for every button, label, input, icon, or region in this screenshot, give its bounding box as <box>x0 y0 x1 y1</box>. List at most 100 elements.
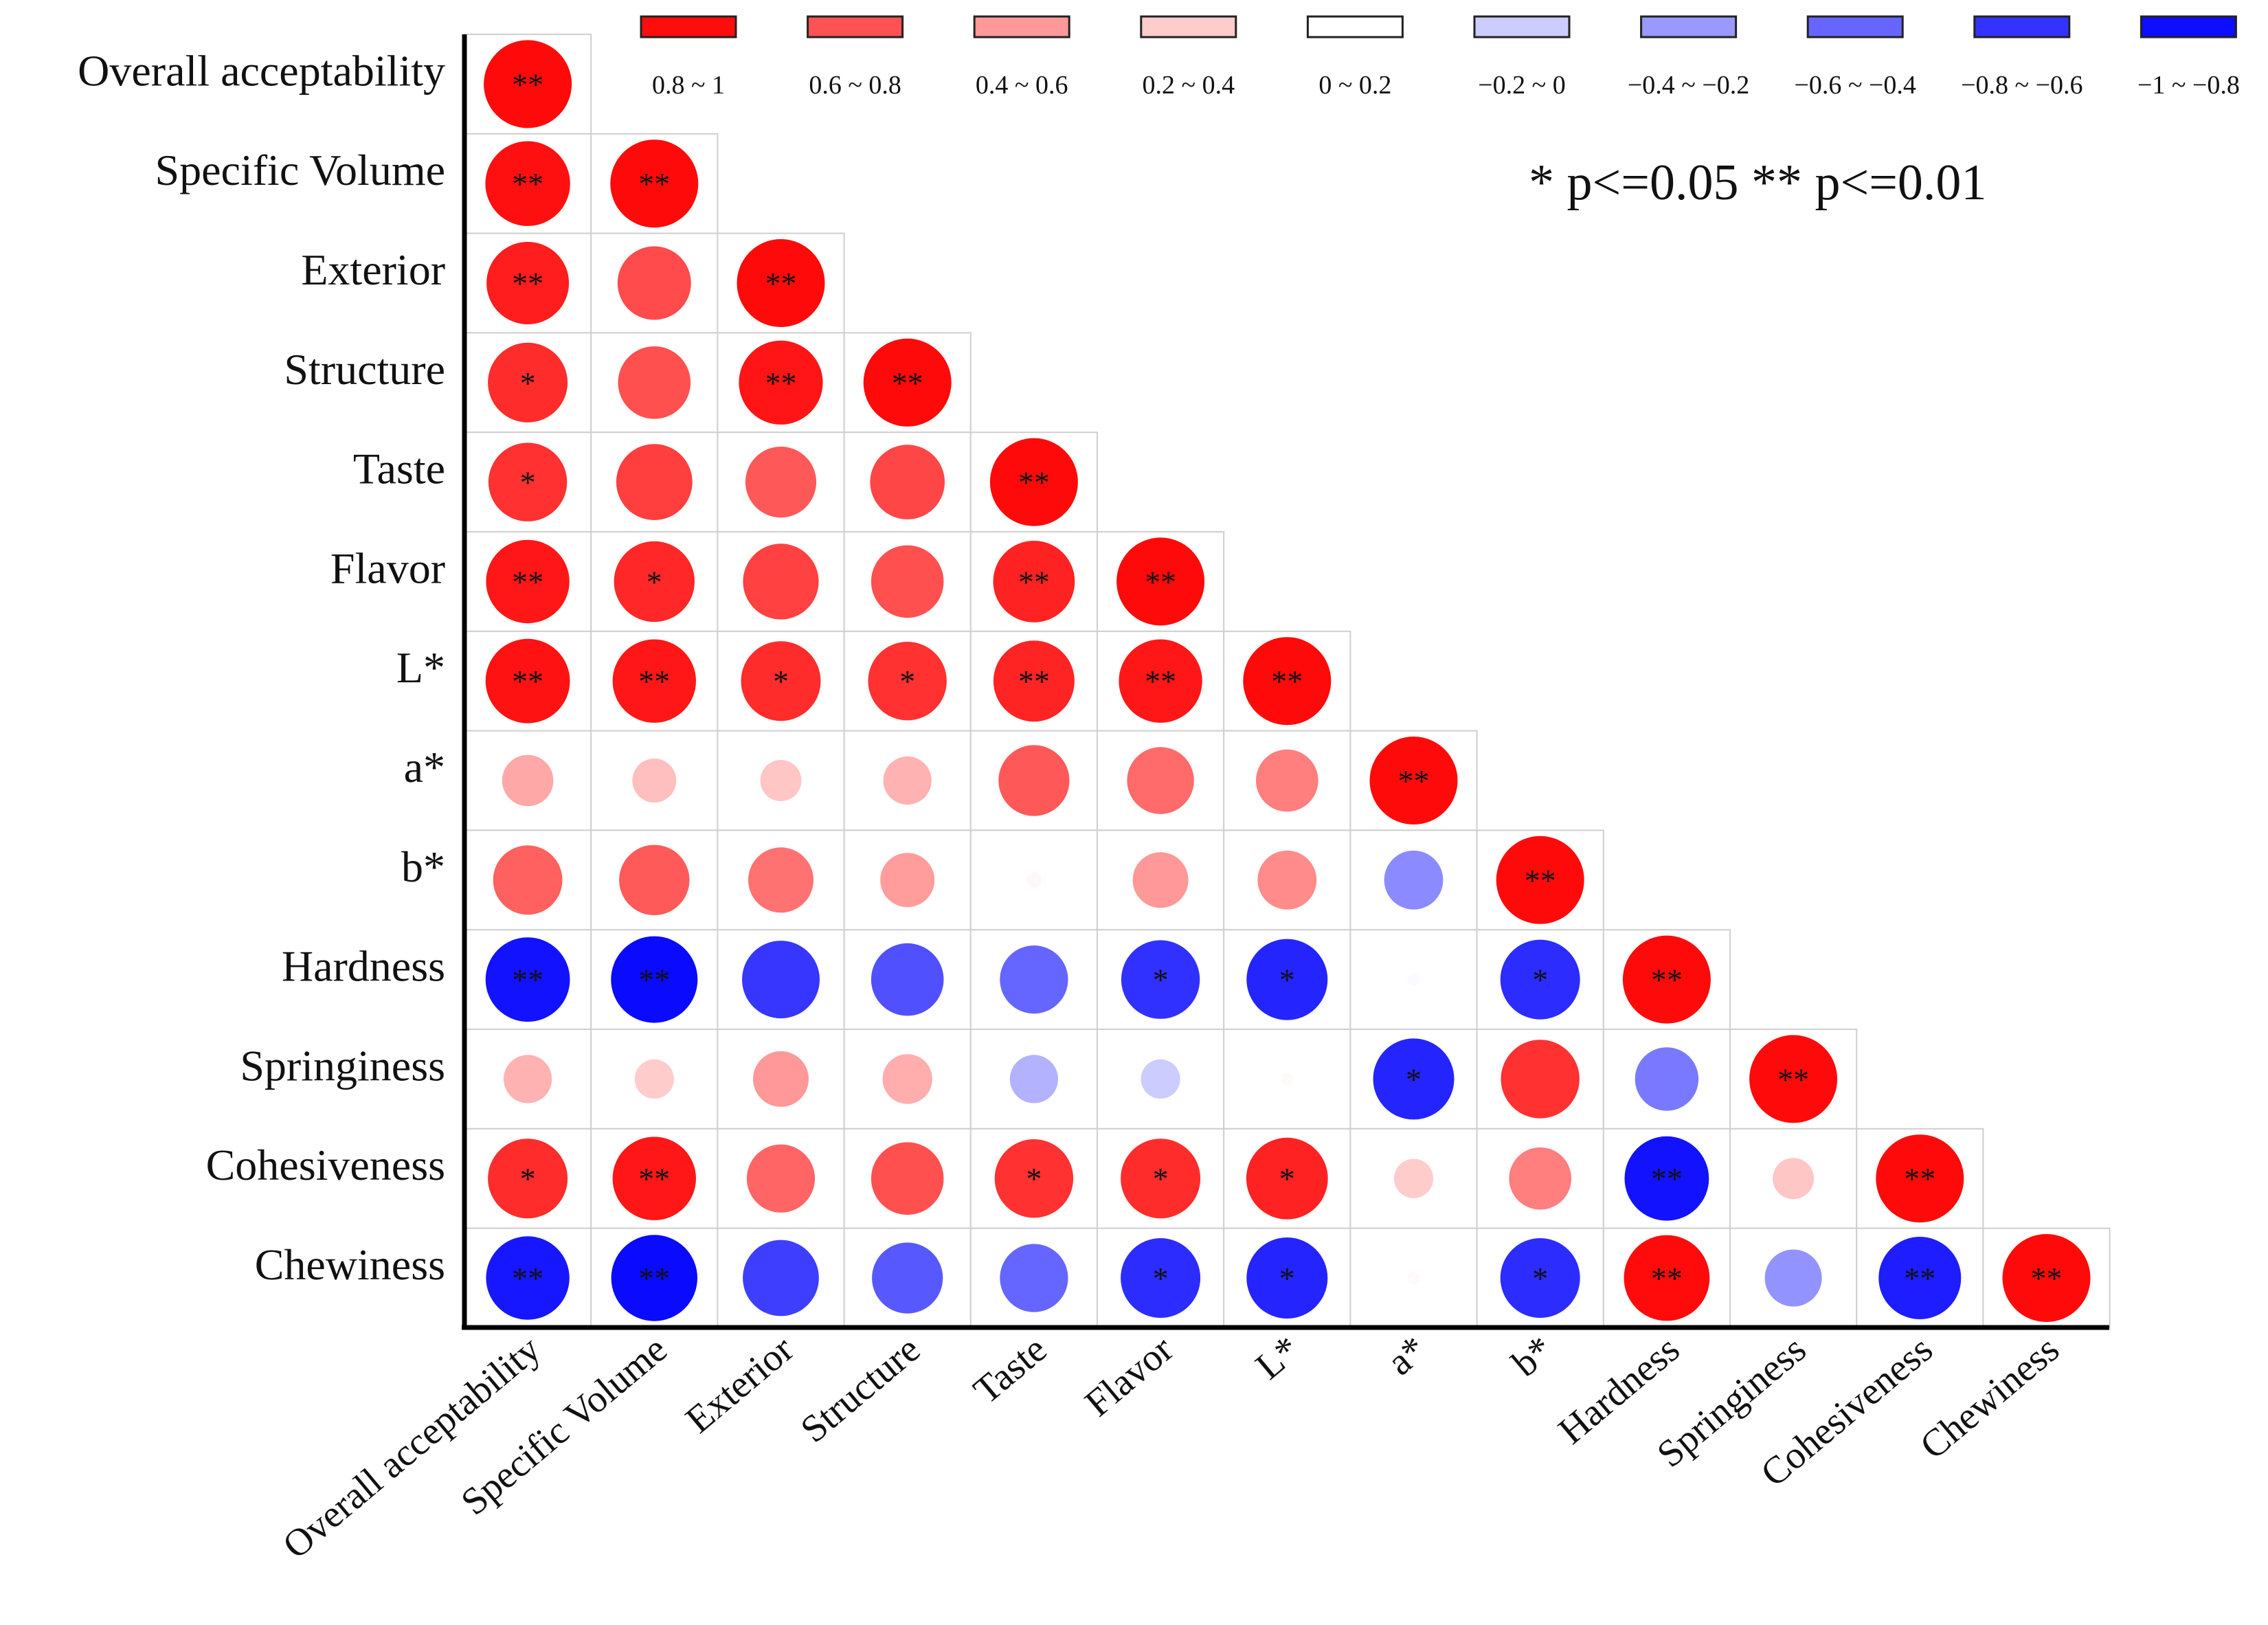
significance-mark: ** <box>638 1161 670 1196</box>
corr-circle-l-star-structure <box>868 642 947 721</box>
corr-circle-taste-specific-volume <box>616 444 693 520</box>
significance-mark: ** <box>512 664 543 699</box>
corr-circle-b-star-exterior <box>748 847 813 913</box>
corr-circle-cohesiveness-l-star <box>1246 1137 1328 1220</box>
corr-circle-chewiness-hardness <box>1624 1235 1710 1321</box>
corr-circle-springiness-b-star <box>1501 1040 1580 1119</box>
corr-circle-chewiness-springiness <box>1764 1249 1822 1307</box>
corr-circle-taste-structure <box>870 445 945 519</box>
significance-mark: * <box>520 1161 536 1196</box>
corr-circle-l-star-exterior <box>741 641 821 721</box>
corr-circle-a-star-l-star <box>1256 749 1318 812</box>
corr-circle-a-star-overall-acceptability <box>502 754 554 807</box>
corr-circle-hardness-flavor <box>1121 940 1200 1019</box>
significance-mark: * <box>1153 1161 1169 1196</box>
legend-swatch <box>1806 15 1904 38</box>
row-labels: Overall acceptability Specific Volume Exte… <box>78 46 445 1289</box>
corr-circle-cohesiveness-taste <box>994 1139 1074 1218</box>
significance-mark: ** <box>512 67 543 102</box>
col-label-structure: Structure <box>793 1327 928 1450</box>
corr-circle-chewiness-specific-volume <box>611 1235 697 1321</box>
row-label-exterior: Exterior <box>301 245 445 294</box>
legend-swatch <box>1640 15 1738 38</box>
corr-circle-taste-exterior <box>745 447 817 518</box>
corr-circle-a-star-taste <box>998 745 1070 816</box>
significance-mark: ** <box>1651 963 1683 998</box>
significance-mark: * <box>1279 1261 1295 1296</box>
legend-swatch <box>1973 15 2071 38</box>
corr-circle-cohesiveness-cohesiveness <box>1876 1134 1964 1223</box>
significance-mark: ** <box>1145 564 1176 599</box>
corr-circle-chewiness-taste <box>1000 1244 1068 1312</box>
significance-mark: ** <box>1777 1062 1809 1097</box>
significance-mark: ** <box>765 266 797 301</box>
row-label-l-star: L* <box>396 643 445 692</box>
significance-mark: ** <box>512 1261 543 1296</box>
row-label-structure: Structure <box>284 345 445 394</box>
significance-note: * p<=0.05 ** p<=0.01 <box>1529 155 1986 211</box>
significance-mark: ** <box>765 366 797 401</box>
significance-mark: ** <box>638 664 670 699</box>
corr-circle-structure-overall-acceptability <box>488 342 568 423</box>
legend-swatch <box>1140 15 1237 38</box>
corr-circle-springiness-structure <box>882 1054 932 1104</box>
legend-label: 0 ~ 0.2 <box>1318 71 1391 100</box>
legend-label: −0.2 ~ 0 <box>1478 71 1566 100</box>
corr-circle-cohesiveness-structure <box>871 1142 944 1215</box>
corr-circle-springiness-hardness <box>1635 1047 1699 1111</box>
corr-circle-chewiness-chewiness <box>2002 1234 2091 1322</box>
significance-mark: ** <box>512 266 543 301</box>
corr-circle-hardness-l-star <box>1246 939 1328 1020</box>
legend-label: 0.6 ~ 0.8 <box>809 71 901 100</box>
significance-mark: ** <box>1145 664 1176 699</box>
corr-circle-chewiness-structure <box>872 1242 943 1314</box>
corr-circle-chewiness-overall-acceptability <box>486 1236 570 1320</box>
corr-circle-l-star-overall-acceptability <box>485 638 570 724</box>
corr-circle-structure-exterior <box>739 340 823 425</box>
corr-circle-b-star-flavor <box>1132 852 1189 908</box>
corr-circle-cohesiveness-overall-acceptability <box>488 1139 568 1219</box>
row-label-springiness: Springiness <box>240 1041 445 1090</box>
corr-circle-a-star-structure <box>883 756 932 805</box>
legend-label: 0.8 ~ 1 <box>652 71 725 100</box>
significance-mark: ** <box>1904 1261 1935 1296</box>
legend-swatch <box>2140 15 2237 38</box>
corr-circle-l-star-flavor <box>1119 639 1202 723</box>
corr-circle-cohesiveness-hardness <box>1624 1136 1709 1221</box>
corr-circle-hardness-taste <box>1000 945 1068 1014</box>
corr-circle-exterior-specific-volume <box>617 246 691 320</box>
row-label-overall-acceptability: Overall acceptability <box>78 46 445 95</box>
significance-mark: ** <box>512 564 543 599</box>
corr-circle-chewiness-b-star <box>1500 1238 1580 1318</box>
corr-circle-springiness-overall-acceptability <box>504 1055 552 1103</box>
corr-circle-springiness-taste <box>1009 1055 1058 1103</box>
corr-circle-taste-taste <box>989 438 1078 526</box>
corr-circle-l-star-l-star <box>1243 637 1332 726</box>
corr-circle-flavor-flavor <box>1116 537 1205 626</box>
corr-circle-springiness-l-star <box>1281 1073 1294 1086</box>
significance-mark: ** <box>512 963 543 998</box>
corr-circle-taste-overall-acceptability <box>488 442 568 522</box>
row-label-chewiness: Chewiness <box>255 1240 445 1289</box>
significance-mark: * <box>1279 963 1295 998</box>
legend-swatch <box>807 15 904 38</box>
legend-swatch <box>1473 15 1571 38</box>
col-label-exterior: Exterior <box>677 1327 802 1442</box>
corr-circle-b-star-a-star <box>1384 850 1444 910</box>
row-label-b-star: b* <box>401 842 445 891</box>
legend-swatch <box>640 15 737 38</box>
legend-swatch <box>973 15 1070 38</box>
significance-mark: ** <box>892 366 923 401</box>
axes <box>462 34 2109 1330</box>
corr-circle-a-star-flavor <box>1127 747 1194 814</box>
significance-mark: * <box>520 465 536 500</box>
significance-mark: * <box>1153 963 1169 998</box>
corr-circle-chewiness-flavor <box>1121 1238 1201 1318</box>
col-label-l-star: L* <box>1248 1327 1308 1387</box>
row-label-taste: Taste <box>353 445 445 493</box>
corr-circle-hardness-b-star <box>1500 939 1580 1020</box>
significance-mark: ** <box>1271 664 1303 699</box>
significance-mark: ** <box>1904 1161 1935 1196</box>
significance-mark: ** <box>638 166 670 201</box>
corr-circle-hardness-overall-acceptability <box>485 937 570 1022</box>
